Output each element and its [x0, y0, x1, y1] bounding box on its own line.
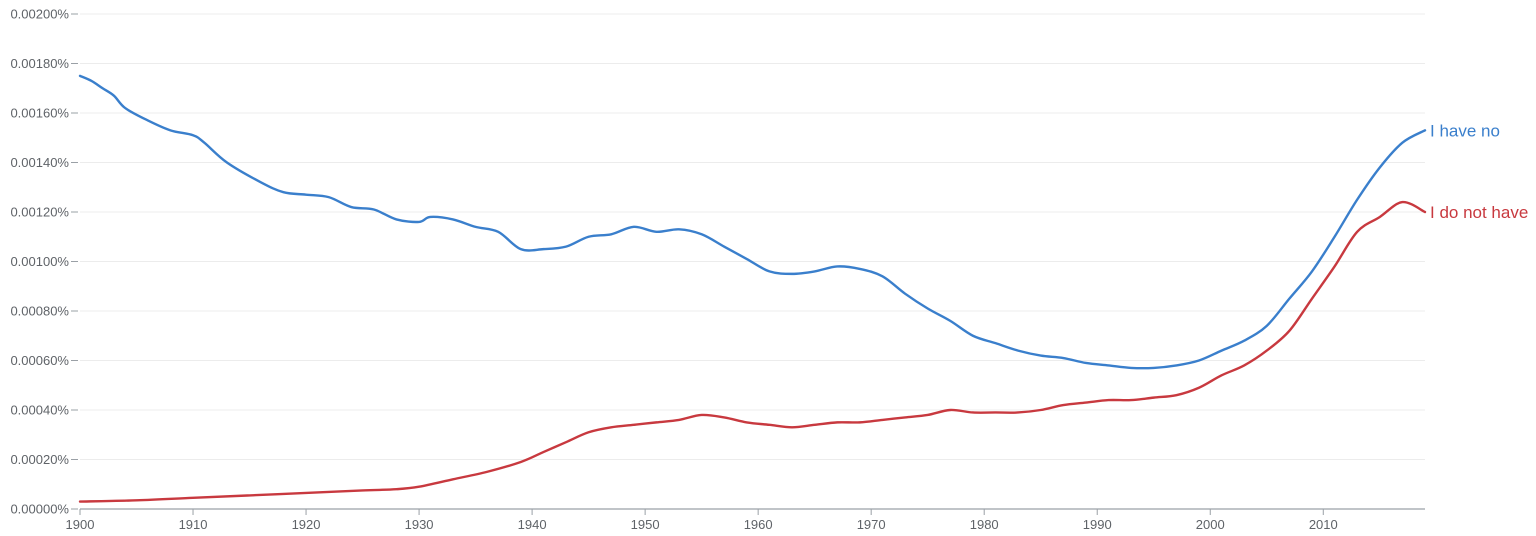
- axis-layer: [71, 13, 1425, 515]
- x-tick-label: 1910: [179, 517, 208, 532]
- series-label-i-do-not-have: I do not have: [1430, 203, 1528, 222]
- x-tick-label: 1920: [292, 517, 321, 532]
- y-tick-label: 0.00120%: [10, 205, 69, 220]
- x-tick-label: 1900: [66, 517, 95, 532]
- y-tick-label: 0.00060%: [10, 353, 69, 368]
- x-tick-label: 1990: [1083, 517, 1112, 532]
- y-tick-label: 0.00180%: [10, 56, 69, 71]
- x-tick-label: 1960: [744, 517, 773, 532]
- y-tick-label: 0.00080%: [10, 304, 69, 319]
- x-tick-label: 1950: [631, 517, 660, 532]
- grid-layer: [80, 13, 1425, 460]
- label-layer: 0.00000% 0.00020% 0.00040% 0.00060% 0.00080%…: [10, 7, 1528, 533]
- y-tick-label: 0.00100%: [10, 254, 69, 269]
- y-tick-label: 0.00020%: [10, 452, 69, 467]
- series-layer: [78, 74, 1427, 503]
- y-tick-label: 0.00160%: [10, 106, 69, 121]
- series-line-i-do-not-have: [78, 200, 1427, 503]
- x-tick-label: 1930: [405, 517, 434, 532]
- y-tick-label: 0.00140%: [10, 155, 69, 170]
- series-line-i-have-no: [78, 74, 1427, 370]
- x-tick-label: 1940: [518, 517, 547, 532]
- y-tick-label: 0.00040%: [10, 403, 69, 418]
- x-tick-label: 1970: [857, 517, 886, 532]
- y-tick-label: 0.00200%: [10, 7, 69, 22]
- y-tick-label: 0.00000%: [10, 502, 69, 517]
- x-tick-label: 2000: [1196, 517, 1225, 532]
- x-tick-label: 2010: [1309, 517, 1338, 532]
- series-label-i-have-no: I have no: [1430, 121, 1500, 140]
- x-tick-label: 1980: [970, 517, 999, 532]
